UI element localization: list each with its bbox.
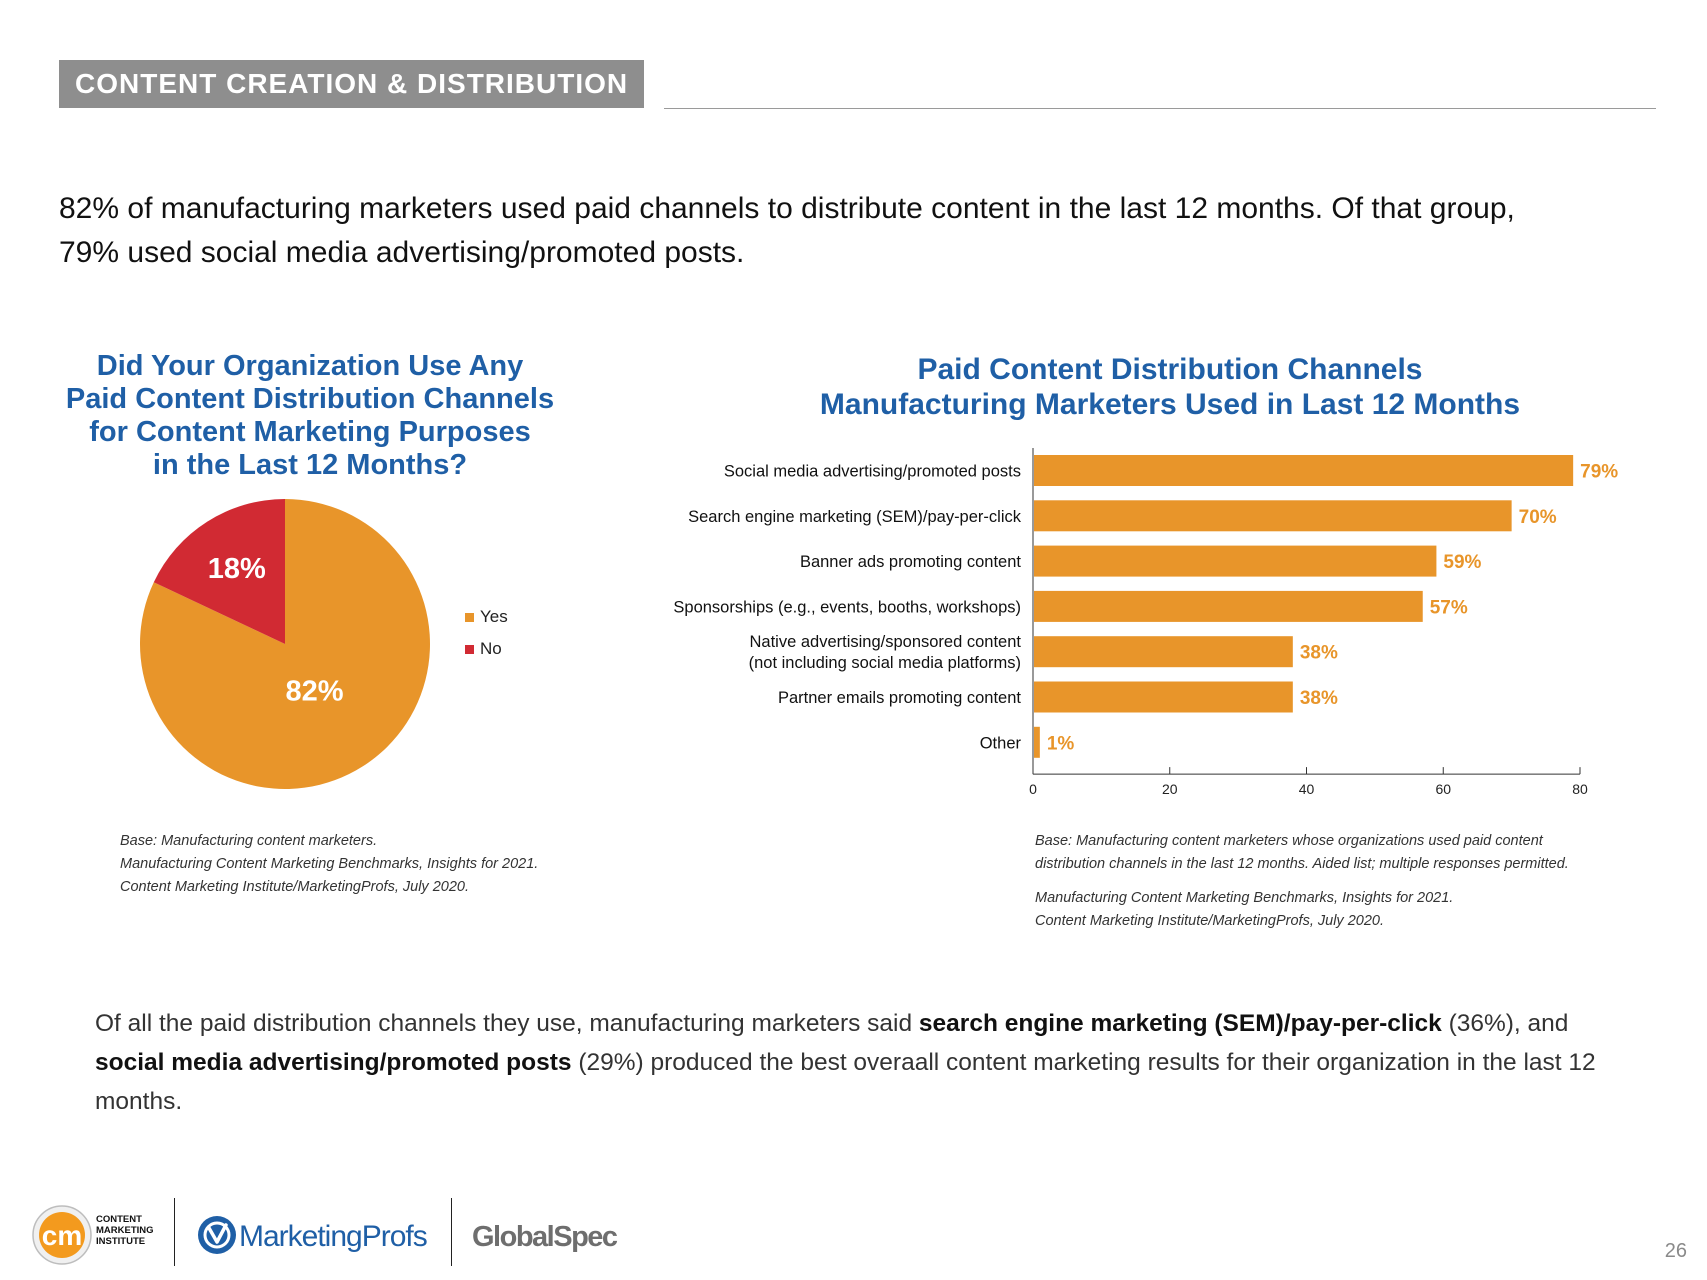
pie-title-line-3: for Content Marketing Purposes xyxy=(89,416,531,448)
globalspec-wordmark: GlobalSpec xyxy=(472,1221,618,1253)
pie-source-line-2: Manufacturing Content Marketing Benchmar… xyxy=(120,856,539,872)
x-tick-label-1: 20 xyxy=(1162,781,1178,797)
bar-2 xyxy=(1034,545,1437,577)
summary-paragraph: Of all the paid distribution channels th… xyxy=(95,1004,1615,1121)
bar-title-line-1: Paid Content Distribution Channels xyxy=(917,353,1423,386)
headline-line-1: 82% of manufacturing marketers used paid… xyxy=(59,192,1515,225)
cmi-logo-mark: cm xyxy=(42,1220,82,1251)
bar-chart-title: Paid Content Distribution Channels Manuf… xyxy=(760,352,1580,422)
bar-category-label-1: Search engine marketing (SEM)/pay-per-cl… xyxy=(688,508,1022,526)
bar-value-label-6: 1% xyxy=(1047,733,1075,754)
bar-category-label-6: Other xyxy=(980,734,1022,752)
pie-label-no: 18% xyxy=(208,553,266,585)
section-title: CONTENT CREATION & DISTRIBUTION xyxy=(59,60,645,108)
bar-value-label-3: 57% xyxy=(1430,597,1468,618)
pie-title-line-1: Did Your Organization Use Any xyxy=(96,350,524,382)
x-tick-label-0: 0 xyxy=(1029,781,1037,797)
footer-divider-1 xyxy=(174,1198,175,1266)
pie-title-line-4: in the Last 12 Months? xyxy=(152,449,468,481)
cmi-logo-line-3: INSTITUTE xyxy=(96,1236,145,1247)
footer-logos: cm CONTENT MARKETING INSTITUTE Marketing… xyxy=(30,1198,690,1270)
bar-category-label-4-1: (not including social media platforms) xyxy=(749,654,1021,672)
bar-source-note: Base: Manufacturing content marketers wh… xyxy=(1035,830,1569,933)
bar-1 xyxy=(1034,500,1512,532)
summary-bold-2: social media advertising/promoted posts xyxy=(95,1049,572,1076)
bar-chart: 79% Social media advertising/promoted pos… xyxy=(673,448,1618,797)
x-tick-label-2: 40 xyxy=(1299,781,1315,797)
bar-category-label-0: Social media advertising/promoted posts xyxy=(724,463,1021,481)
bar-value-label-4: 38% xyxy=(1300,643,1338,664)
x-tick-label-3: 60 xyxy=(1435,781,1451,797)
bar-source-line-1: Base: Manufacturing content marketers wh… xyxy=(1035,833,1543,849)
summary-text-3: (29%) produced the best overaall content… xyxy=(95,1049,1596,1115)
summary-bold-1: search engine marketing (SEM)/pay-per-cl… xyxy=(918,1010,1442,1037)
pie-slice-no xyxy=(153,499,285,644)
pie-label-yes: 82% xyxy=(285,676,343,708)
bar-source-line-4: Content Marketing Institute/MarketingPro… xyxy=(1035,913,1384,929)
bar-category-label-2: Banner ads promoting content xyxy=(800,553,1021,571)
bar-category-label-4-0: Native advertising/sponsored content xyxy=(750,633,1022,651)
legend-label-yes: Yes xyxy=(480,607,508,626)
section-divider xyxy=(664,108,1656,109)
headline: 82% of manufacturing marketers used paid… xyxy=(59,187,1599,275)
bar-0 xyxy=(1034,455,1574,486)
headline-line-2: 79% used social media advertising/promot… xyxy=(59,236,745,269)
bar-source-line-3: Manufacturing Content Marketing Benchmar… xyxy=(1035,890,1454,906)
legend-label-no: No xyxy=(480,639,502,658)
page-number: 26 xyxy=(1664,1240,1687,1262)
bar-value-label-0: 79% xyxy=(1580,462,1618,483)
cmi-logo-line-1: CONTENT xyxy=(96,1214,142,1225)
pie-chart: 82% 18% Yes No xyxy=(139,499,508,789)
bar-value-label-5: 38% xyxy=(1300,688,1338,709)
bar-5 xyxy=(1034,681,1293,713)
footer-divider-2 xyxy=(451,1198,452,1266)
summary-text-1: Of all the paid distribution channels th… xyxy=(95,1010,919,1037)
x-tick-label-4: 80 xyxy=(1572,781,1588,797)
pie-slice-yes xyxy=(139,499,430,789)
legend-swatch-yes xyxy=(465,613,474,622)
summary-text-2: (36%), and xyxy=(1441,1010,1569,1037)
cmi-logo: cm CONTENT MARKETING INSTITUTE xyxy=(32,1205,154,1265)
pie-source-line-3: Content Marketing Institute/MarketingPro… xyxy=(120,879,469,895)
pie-source-note: Base: Manufacturing content marketers. M… xyxy=(120,830,538,899)
bar-3 xyxy=(1034,590,1423,622)
bar-category-label-3: Sponsorships (e.g., events, booths, work… xyxy=(673,598,1021,616)
globalspec-logo: GlobalSpec xyxy=(472,1221,619,1253)
pie-chart-title: Did Your Organization Use Any Paid Conte… xyxy=(40,350,580,482)
cmi-logo-line-2: MARKETING xyxy=(96,1225,154,1236)
marketingprofs-logo: MarketingProfs xyxy=(198,1216,428,1254)
bar-title-line-2: Manufacturing Marketers Used in Last 12 … xyxy=(819,388,1521,421)
bar-value-label-2: 59% xyxy=(1443,552,1481,573)
pie-source-line-1: Base: Manufacturing content marketers. xyxy=(120,833,378,849)
pie-title-line-2: Paid Content Distribution Channels xyxy=(65,383,555,415)
bar-category-label-5: Partner emails promoting content xyxy=(778,689,1021,707)
bar-6 xyxy=(1034,726,1040,758)
bar-value-label-1: 70% xyxy=(1519,507,1557,528)
bar-source-line-2: distribution channels in the last 12 mon… xyxy=(1035,856,1569,872)
bar-4 xyxy=(1034,636,1293,668)
marketingprofs-wordmark: MarketingProfs xyxy=(239,1220,427,1253)
legend-swatch-no xyxy=(465,645,474,654)
